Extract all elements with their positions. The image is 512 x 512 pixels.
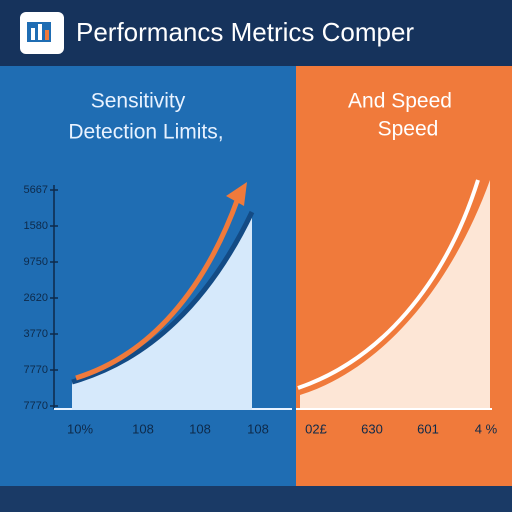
right-chart: [296, 179, 492, 410]
x-label: 601: [417, 421, 439, 436]
x-label: 630: [361, 421, 383, 436]
panel-title: Speed: [378, 118, 439, 141]
x-label: 108: [132, 421, 154, 436]
y-label: 3770: [24, 328, 48, 340]
y-label: 1580: [24, 220, 48, 232]
y-label: 2620: [24, 292, 48, 304]
panel-title: Detection Limits,: [68, 121, 223, 144]
x-label: 10%: [67, 421, 93, 436]
header-bar: [0, 0, 512, 66]
x-label: 4 %: [475, 421, 498, 436]
y-label: 5667: [24, 184, 48, 196]
x-label: 02£: [305, 421, 327, 436]
x-label: 108: [189, 421, 211, 436]
panel-title: Sensitivity: [91, 90, 186, 113]
y-label: 9750: [24, 256, 48, 268]
x-label: 108: [247, 421, 269, 436]
header-title: Performancs Metrics Comper: [76, 17, 414, 47]
panel-title: And Speed: [348, 90, 452, 113]
header-icon: [20, 12, 64, 54]
y-label: 7770: [24, 364, 48, 376]
y-label: 7770: [24, 400, 48, 412]
left-chart: [53, 182, 292, 410]
